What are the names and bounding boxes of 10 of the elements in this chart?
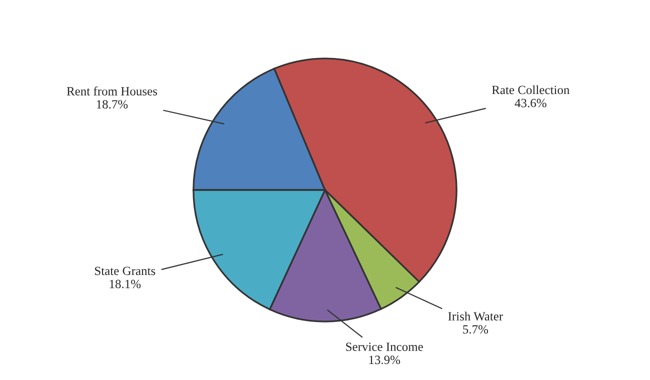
slice-label: Service Income [346,342,423,352]
slice-label: Irish Water [448,312,503,321]
data-label: 5.7% [463,325,488,334]
data-label: 18.1% [110,280,141,288]
data-label: 43.6% [514,98,546,108]
slice-label: State Grants [95,266,156,276]
data-label: 18.7% [96,100,128,109]
slice-label: Rate Collection [492,85,570,94]
data-label: 13.9% [369,356,400,364]
slice-label: Rent from Houses [66,86,158,96]
